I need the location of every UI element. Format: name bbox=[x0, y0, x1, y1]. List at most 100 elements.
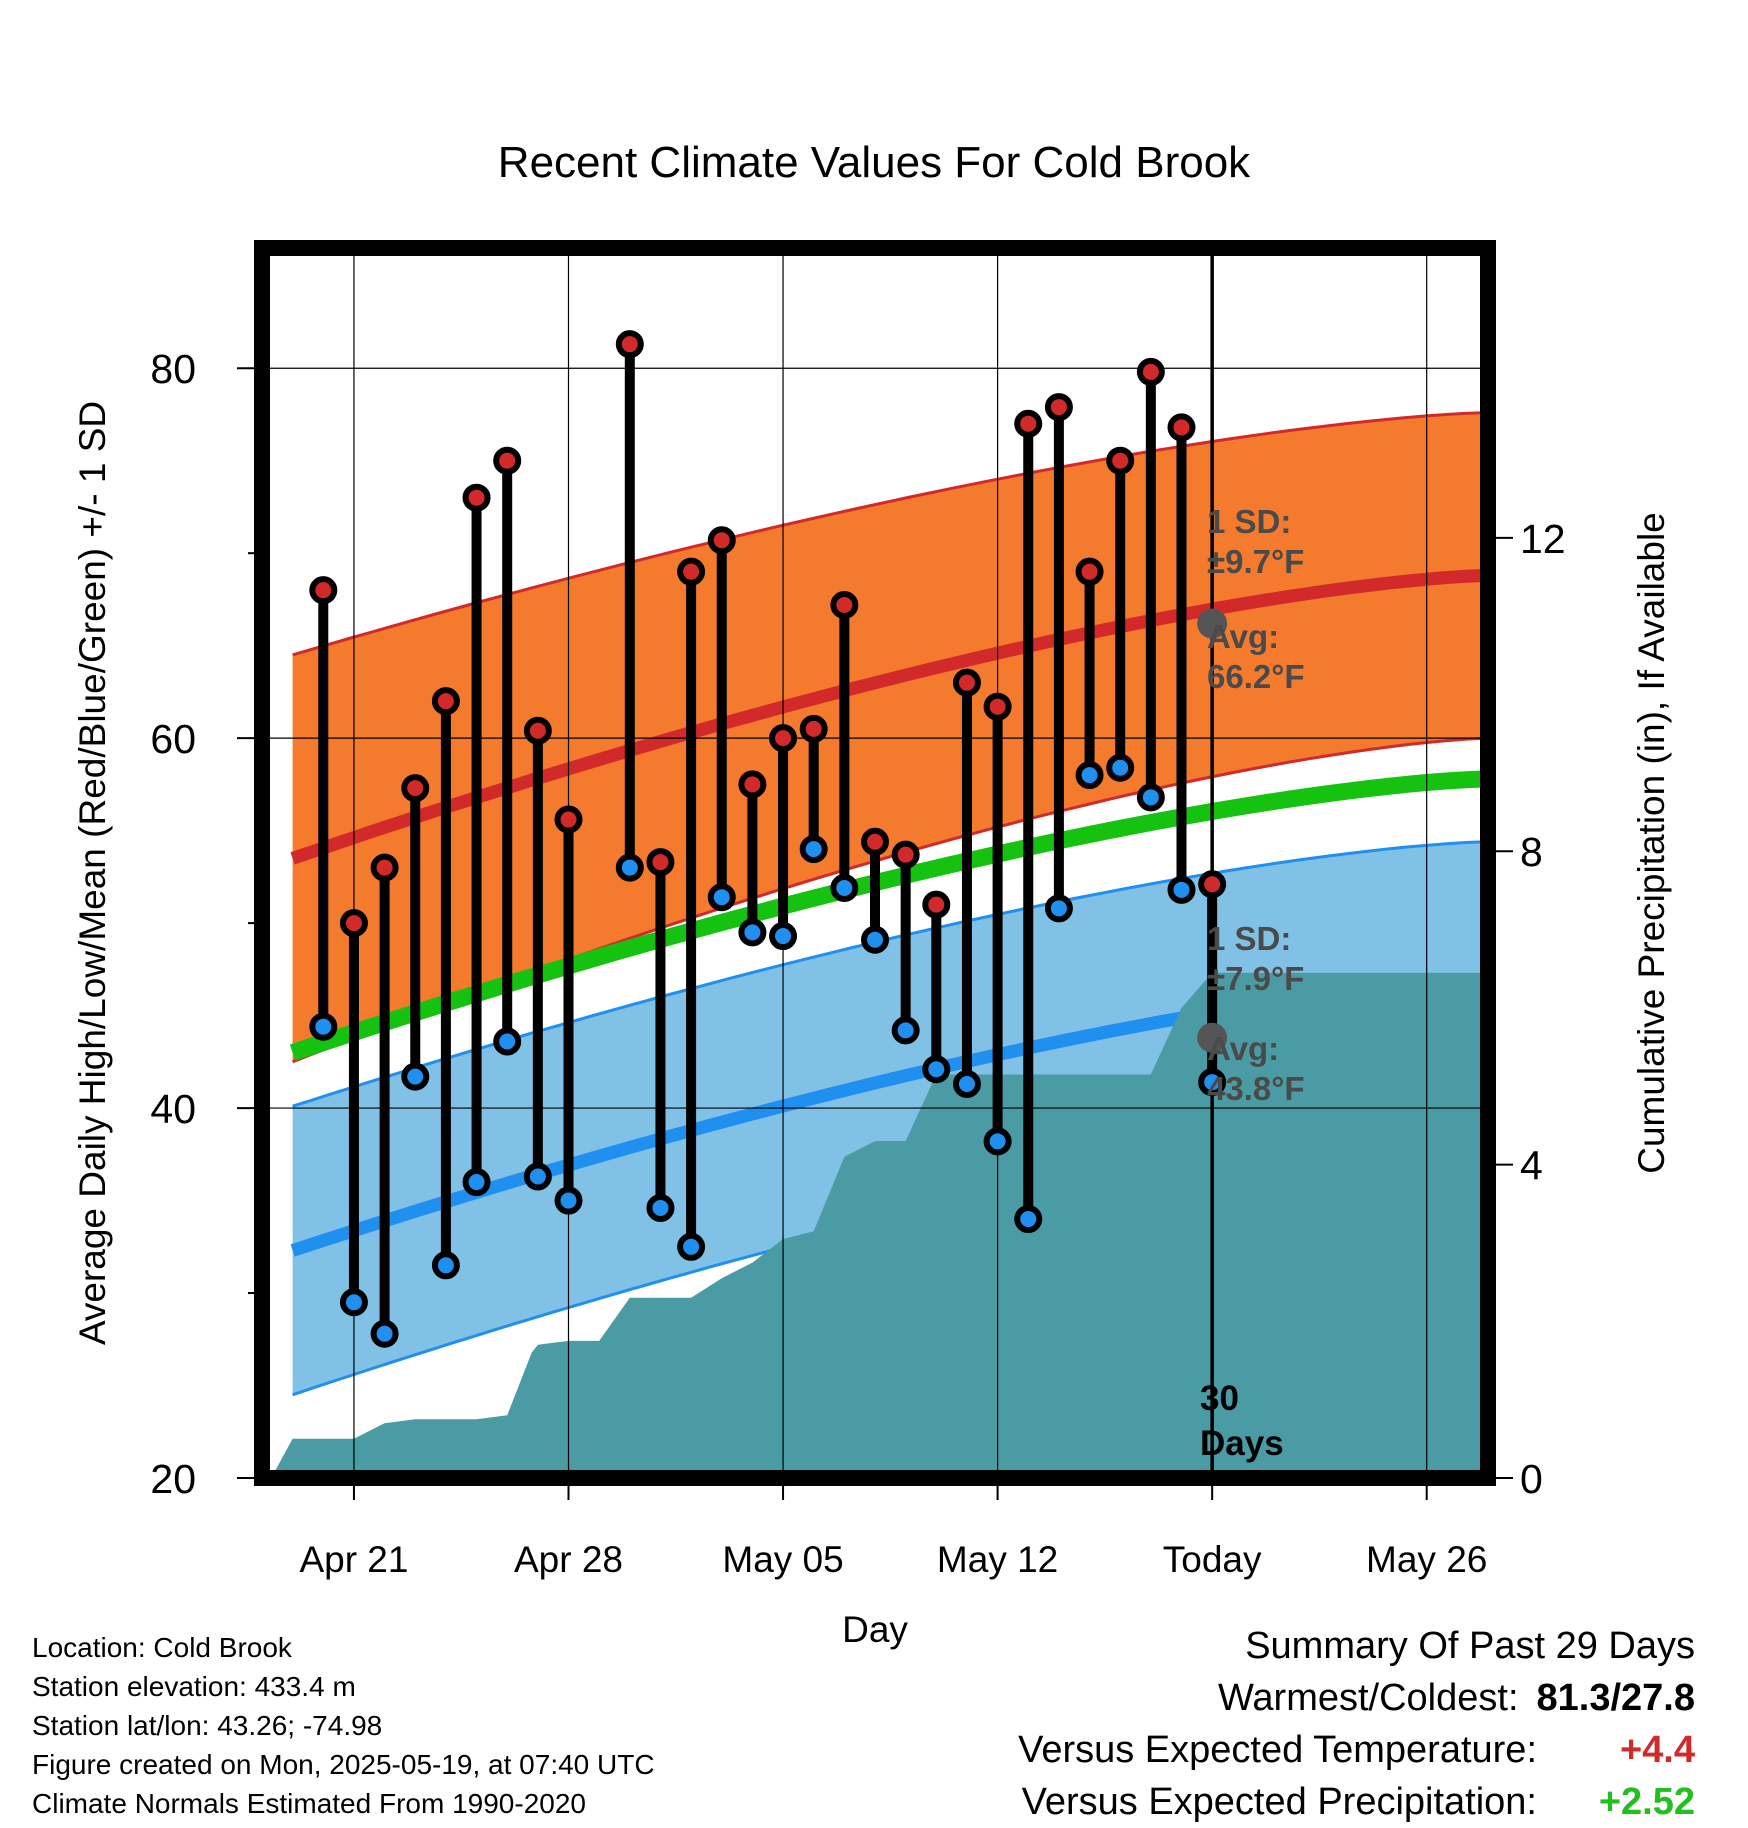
obs-low-point bbox=[462, 1168, 491, 1197]
obs-low-point bbox=[1167, 875, 1196, 904]
obs-low-point bbox=[861, 925, 889, 954]
obs-low-point bbox=[1198, 1068, 1227, 1097]
obs-low-point bbox=[1044, 894, 1073, 923]
x-tick-label: Today bbox=[1163, 1539, 1262, 1580]
precipitation-area bbox=[271, 972, 1489, 1478]
obs-high-point bbox=[646, 848, 675, 877]
obs-high-point bbox=[523, 716, 552, 745]
obs-high-point bbox=[370, 853, 399, 882]
obs-low-point bbox=[370, 1319, 399, 1348]
obs-high-point bbox=[1167, 413, 1196, 442]
today-low-avg-marker bbox=[1197, 1022, 1228, 1053]
obs-low-point bbox=[523, 1162, 552, 1191]
summary-temp: Versus Expected Temperature: +4.4 bbox=[1018, 1724, 1695, 1776]
plot-border bbox=[254, 240, 1496, 1486]
obs-low-point bbox=[677, 1232, 706, 1261]
obs-high-point bbox=[431, 687, 460, 716]
days-label: 30 bbox=[1200, 1379, 1239, 1418]
normals-text: Climate Normals Estimated From 1990-2020 bbox=[32, 1788, 586, 1819]
obs-high-point bbox=[1014, 409, 1043, 438]
location-text: Location: Cold Brook bbox=[32, 1632, 292, 1663]
obs-low-point bbox=[952, 1070, 981, 1099]
y-tick-label-left: 60 bbox=[150, 716, 196, 762]
obs-low-point bbox=[983, 1127, 1012, 1156]
obs-low-point bbox=[769, 922, 798, 951]
summary-heading: Summary Of Past 29 Days bbox=[1245, 1625, 1695, 1667]
obs-high-point bbox=[1136, 357, 1165, 386]
summary-prcp: Versus Expected Precipitation: +2.52 bbox=[1018, 1776, 1695, 1828]
obs-high-point bbox=[677, 557, 706, 586]
high-avg-label: 66.2°F bbox=[1207, 658, 1305, 695]
created-text: Figure created on Mon, 2025-05-19, at 07… bbox=[32, 1749, 655, 1780]
obs-high-point bbox=[738, 770, 767, 799]
axes: Apr 21 Apr 28 May 05 May 12 Today May 2620406… bbox=[72, 346, 1672, 1650]
obs-low-point bbox=[830, 873, 859, 902]
obs-high-point bbox=[1106, 446, 1135, 475]
obs-low-point bbox=[1106, 753, 1135, 782]
obs-high-point bbox=[983, 692, 1012, 721]
x-tick-label: Apr 28 bbox=[514, 1539, 623, 1580]
obs-low-point bbox=[431, 1251, 460, 1280]
prcp-value: +2.52 bbox=[1598, 1781, 1695, 1823]
y-tick-label-left: 20 bbox=[150, 1456, 196, 1502]
obs-high-point bbox=[922, 890, 951, 919]
high-upper-edge bbox=[292, 411, 1489, 657]
obs-high-point bbox=[799, 714, 828, 743]
obs-low-point bbox=[707, 883, 736, 912]
obs-high-point bbox=[309, 576, 338, 605]
high-sd-band bbox=[292, 412, 1489, 1062]
y-tick-label-right: 12 bbox=[1520, 516, 1566, 562]
obs-high-point bbox=[493, 446, 522, 475]
mean-normal-line bbox=[289, 770, 1489, 1061]
y-tick-label-left: 80 bbox=[150, 346, 196, 392]
temp-value: +4.4 bbox=[1619, 1729, 1695, 1771]
days-label: Days bbox=[1200, 1424, 1284, 1463]
obs-high-point bbox=[769, 724, 798, 753]
x-tick-label: May 05 bbox=[722, 1539, 843, 1580]
obs-high-point bbox=[861, 827, 889, 856]
warmcold-value: 81.3/27.8 bbox=[1536, 1677, 1695, 1719]
low-avg-label: Avg: bbox=[1207, 1030, 1279, 1067]
low-sd-label: ±7.9°F bbox=[1207, 960, 1304, 997]
y-tick-label-left: 40 bbox=[150, 1086, 196, 1132]
high-sd-label: ±9.7°F bbox=[1207, 543, 1304, 580]
obs-high-point bbox=[462, 483, 491, 512]
obs-low-point bbox=[339, 1288, 368, 1317]
obs-high-point bbox=[891, 840, 920, 869]
obs-low-point bbox=[554, 1186, 583, 1215]
obs-low-point bbox=[1014, 1205, 1043, 1234]
obs-high-point bbox=[615, 330, 644, 359]
elevation-text: Station elevation: 433.4 m bbox=[32, 1671, 356, 1702]
low-sd-band bbox=[292, 841, 1489, 1395]
y-tick-label-right: 4 bbox=[1520, 1143, 1543, 1189]
temp-label: Versus Expected Temperature: bbox=[1018, 1729, 1537, 1771]
obs-low-point bbox=[738, 918, 767, 947]
precip-cumulative-area bbox=[271, 972, 1489, 1478]
chart-title: Recent Climate Values For Cold Brook bbox=[497, 138, 1251, 187]
prcp-label: Versus Expected Precipitation: bbox=[1021, 1781, 1537, 1823]
obs-high-point bbox=[1044, 393, 1073, 422]
y-tick-label-right: 8 bbox=[1520, 829, 1543, 875]
summary-warmcold: Warmest/Coldest: 81.3/27.8 bbox=[1018, 1672, 1695, 1724]
high-avg-label: Avg: bbox=[1207, 618, 1279, 655]
x-tick-label: Apr 21 bbox=[299, 1539, 408, 1580]
high-sd-label: 1 SD: bbox=[1207, 503, 1291, 540]
obs-low-point bbox=[1075, 761, 1104, 790]
obs-low-point bbox=[309, 1012, 338, 1041]
x-axis-label: Day bbox=[842, 1609, 908, 1650]
warmcold-label: Warmest/Coldest: bbox=[1217, 1677, 1519, 1719]
obs-high-point bbox=[554, 805, 583, 834]
obs-low-point bbox=[891, 1016, 920, 1045]
obs-low-point bbox=[493, 1027, 522, 1056]
obs-high-point bbox=[1198, 870, 1227, 899]
x-tick-label: May 12 bbox=[937, 1539, 1058, 1580]
obs-high-point bbox=[401, 774, 430, 803]
obs-high-point bbox=[339, 909, 368, 938]
high-normal-line bbox=[290, 568, 1489, 865]
obs-low-point bbox=[922, 1055, 951, 1084]
y-axis-label-right: Cumulative Precipitation (in), If Availa… bbox=[1631, 512, 1672, 1174]
summary-panel: Summary Of Past 29 Days Warmest/Coldest:… bbox=[1018, 1620, 1695, 1828]
obs-low-point bbox=[401, 1062, 430, 1091]
